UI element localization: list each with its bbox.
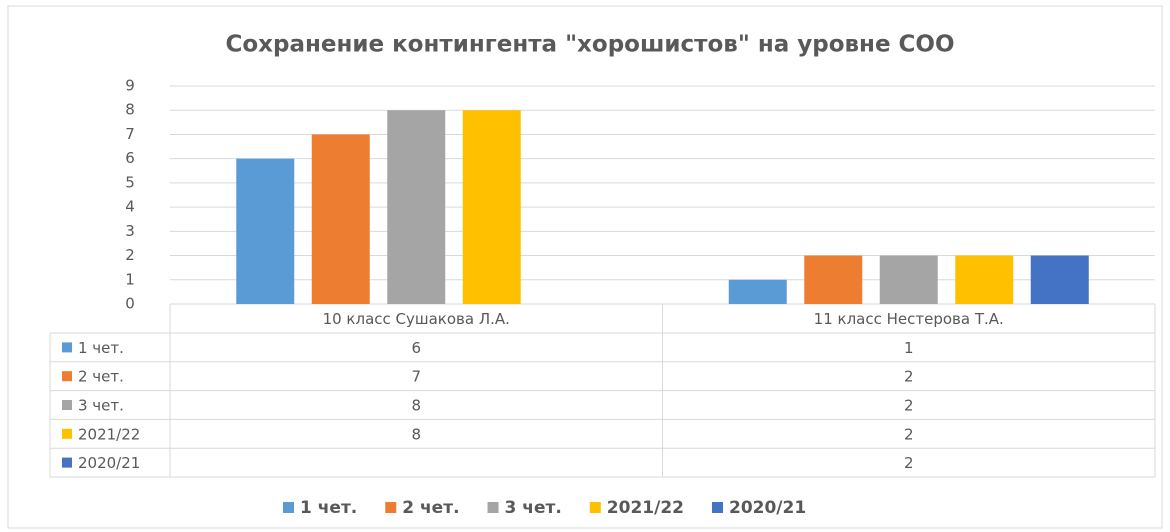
table-legend-key <box>62 400 72 410</box>
bar <box>879 255 938 304</box>
y-tick-label: 1 <box>125 270 135 288</box>
y-tick-label: 3 <box>125 222 135 240</box>
table-legend-key <box>62 342 72 353</box>
y-tick-label: 8 <box>125 101 135 119</box>
table-row-label: 1 чет. <box>78 339 124 357</box>
legend-label: 2 чет. <box>402 498 459 518</box>
bar <box>1030 255 1089 304</box>
table-cell: 2 <box>904 425 914 443</box>
bar <box>236 158 295 304</box>
bar <box>387 110 446 304</box>
table-cell: 1 <box>904 339 914 357</box>
bar <box>728 279 787 304</box>
table-cell: 7 <box>411 368 421 386</box>
y-tick-label: 4 <box>125 198 135 216</box>
legend-label: 2020/21 <box>729 498 806 518</box>
y-tick-label: 7 <box>125 125 135 143</box>
table-row-label: 2020/21 <box>78 454 140 472</box>
table-cell: 2 <box>904 397 914 415</box>
x-tick-label: 11 класс Нестерова Т.А. <box>814 310 1004 328</box>
legend-label: 3 чет. <box>505 498 562 518</box>
y-tick-label: 0 <box>125 295 135 313</box>
x-tick-label: 10 класс Сушакова Л.А. <box>323 310 510 328</box>
legend-key <box>487 502 499 513</box>
chart-title: Сохранение контингента "хорошистов" на у… <box>225 32 954 58</box>
bar <box>804 255 863 304</box>
legend-key <box>385 502 397 513</box>
bar <box>311 134 370 304</box>
bar <box>955 255 1014 304</box>
legend-label: 2021/22 <box>607 498 684 518</box>
table-cell: 8 <box>411 397 421 415</box>
table-legend-key <box>62 371 72 382</box>
y-tick-label: 5 <box>125 173 135 191</box>
table-row-label: 3 чет. <box>78 397 124 415</box>
table-legend-key <box>62 428 72 439</box>
table-cell: 8 <box>411 425 421 443</box>
y-tick-label: 2 <box>125 246 135 264</box>
legend-key <box>711 502 723 513</box>
table-cell: 6 <box>411 339 421 357</box>
y-tick-label: 9 <box>125 77 135 95</box>
bar <box>462 110 521 304</box>
table-row-label: 2 чет. <box>78 368 124 386</box>
y-tick-label: 6 <box>125 149 135 167</box>
legend-key <box>589 502 601 513</box>
table-row-label: 2021/22 <box>78 425 140 443</box>
legend-label: 1 чет. <box>300 498 357 518</box>
table-cell: 2 <box>904 368 914 386</box>
legend-key <box>283 502 294 513</box>
table-cell: 2 <box>904 454 914 472</box>
table-legend-key <box>62 457 72 468</box>
